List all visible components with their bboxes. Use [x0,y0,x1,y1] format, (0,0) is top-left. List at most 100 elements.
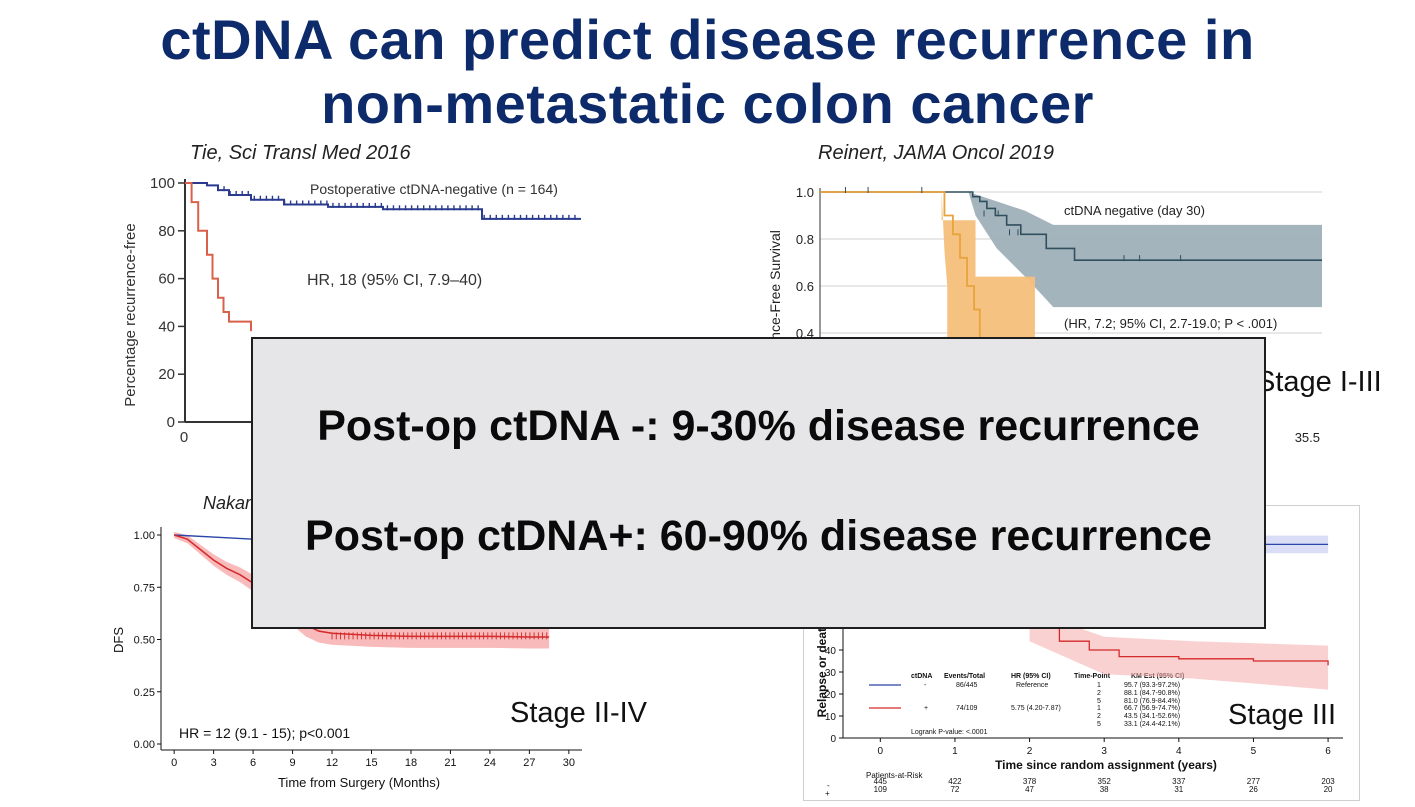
tie-y-axis-label: Percentage recurrence-free [122,223,139,406]
s3-risk-value: 203 [1321,777,1335,786]
s3-legend-h-ctdna: ctDNA [911,673,932,680]
s3-x-tick-label: 3 [1101,746,1107,757]
s3-risk-value: 72 [950,785,959,794]
s3-legend-pos-km2: 43.5 (34.1-52.6%) [1124,713,1180,720]
s3-legend-neg-km5: 81.0 (76.9-84.4%) [1124,698,1180,705]
s3-legend-pos-tp2: 2 [1097,713,1101,720]
s3-risk-value: 378 [1023,777,1037,786]
s3-legend-pos-label: + [924,705,928,712]
tie-annotation-negative: Postoperative ctDNA-negative (n = 164) [310,181,558,197]
tie-y-tick-label: 80 [158,223,175,240]
s3-positive-ci-band [1029,610,1329,690]
reinert-y-tick-label: 0.8 [796,232,814,247]
reinert-y-tick-label: 1.0 [796,185,814,200]
slide-title-line1: ctDNA can predict disease recurrence in [160,8,1255,71]
s3-x-tick-label: 5 [1251,746,1257,757]
s3-legend-neg-km1: 95.7 (93.3-97.2%) [1124,682,1180,689]
s3-y-axis-label: Relapse or death r [815,612,829,717]
nak-y-axis-label: DFS [111,627,126,653]
stage-label-stage3: Stage III [1228,699,1337,731]
s3-legend-neg-events: 86/445 [956,682,978,689]
reinert-negative-ci-band [968,192,1322,308]
s3-y-tick-label: 10 [825,712,837,723]
nak-x-tick-label: 9 [290,757,296,769]
s3-legend-neg-label: - [924,682,927,689]
citation-reinert: Reinert, JAMA Oncol 2019 [818,142,1055,164]
tie-y-tick-label: 20 [158,366,175,383]
s3-legend-pvalue: Logrank P-value: <.0001 [911,729,988,736]
nak-x-tick-label: 24 [484,757,496,769]
s3-x-tick-label: 1 [952,746,958,757]
chart-tie: Percentage recurrence-free 0 Postoperati… [122,175,610,446]
s3-risk-value: 277 [1247,777,1261,786]
s3-legend-pos-events: 74/109 [956,705,978,712]
s3-legend-pos-tp1: 1 [1097,705,1101,712]
s3-curves [1029,535,1329,690]
reinert-x-tick: 35.5 [1295,430,1320,445]
s3-risk-label-pos: + [825,789,830,798]
citation-tie: Tie, Sci Transl Med 2016 [190,142,411,164]
s3-legend-neg-tp1: 1 [1097,682,1101,689]
s3-x-tick-label: 0 [878,746,884,757]
nak-y-tick-label: 0.75 [134,582,155,594]
tie-y-label-text: Percentage recurrence-free [122,223,139,406]
nak-x-tick-label: 3 [211,757,217,769]
summary-line-positive: Post-op ctDNA+: 60-90% disease recurrenc… [305,512,1212,560]
nak-x-tick-label: 18 [405,757,417,769]
nak-y-tick-label: 0.50 [134,635,155,647]
reinert-positive-curve [820,191,981,357]
s3-x-label: Time since random assignment (years) [995,758,1217,772]
s3-legend-neg-tp5: 5 [1097,698,1101,705]
s3-risk-value: 31 [1174,785,1183,794]
s3-y-tick-label: 40 [825,646,837,657]
s3-legend-h-tp: Time-Point [1074,673,1111,680]
nak-y-tick-label: 0.25 [134,687,155,699]
reinert-curves [820,187,1322,357]
s3-x-tick-label: 4 [1176,746,1182,757]
s3-legend-neg-tp2: 2 [1097,690,1101,697]
s3-legend-pos-hr: 5.75 (4.20-7.87) [1011,705,1061,712]
nak-x-label: Time from Surgery (Months) [278,775,440,790]
tie-curves [185,182,581,332]
s3-risk-value: 38 [1100,785,1109,794]
s3-legend-neg-km2: 88.1 (84.7-90.8%) [1124,690,1180,697]
s3-legend-neg-hr: Reference [1016,682,1048,689]
s3-x-tick-label: 6 [1325,746,1331,757]
nak-axes: 0.00 0.25 0.50 0.75 1.00 0 3 6 9 12 15 18 21 24 27 30 [134,527,582,769]
reinert-annotation-negative: ctDNA negative (day 30) [1064,203,1205,218]
reinert-annotation-hr: (HR, 7.2; 95% CI, 2.7-19.0; P < .001) [1064,316,1277,331]
tie-annotation-hr: HR, 18 (95% CI, 7.9–40) [307,272,482,289]
s3-risk-value: 109 [874,785,888,794]
s3-legend-pos-km5: 33.1 (24.4-42.1%) [1124,721,1180,728]
reinert-y-axis-label: nce-Free Survival [767,230,783,340]
s3-y-tick-label: 0 [830,734,836,745]
s3-legend-h-hr: HR (95% CI) [1011,673,1051,680]
s3-risk-label-neg: - [827,781,830,790]
stage-label-nakamura: Stage II-IV [510,697,648,729]
s3-risk-value: 352 [1098,777,1112,786]
summary-overlay: Post-op ctDNA -: 9-30% disease recurrenc… [251,337,1266,629]
s3-risk-value: 337 [1172,777,1186,786]
s3-x-tick-label: 2 [1027,746,1033,757]
nak-y-tick-label: 0.00 [134,739,155,751]
s3-y-tick-label: 30 [825,668,837,679]
slide-title-line2: non-metastatic colon cancer [321,72,1094,135]
reinert-y-tick-label: 0.6 [796,279,814,294]
nak-annotation-hr: HR = 12 (9.1 - 15); p<0.001 [179,725,350,741]
s3-risk-title: Patients-at-Risk [866,771,923,780]
s3-legend-h-events: Events/Total [944,673,985,680]
tie-y-tick-label: 60 [158,271,175,288]
slide-title: ctDNA can predict disease recurrence in … [0,8,1415,136]
s3-risk-value: 422 [948,777,962,786]
tie-y-tick-label: 0 [167,414,175,431]
s3-risk-value: 20 [1324,785,1333,794]
tie-positive-curve [185,182,252,332]
reinert-positive-ci-band [941,192,1035,357]
stage-label-reinert: Stage I-III [1256,366,1382,398]
nak-x-tick-label: 15 [365,757,377,769]
nak-y-label-text: DFS [111,627,126,653]
s3-risk-value: 47 [1025,785,1034,794]
tie-y-tick-label: 100 [150,175,175,192]
s3-y-label-text: Relapse or death r [815,612,829,717]
s3-y-tick-label: 20 [825,690,837,701]
